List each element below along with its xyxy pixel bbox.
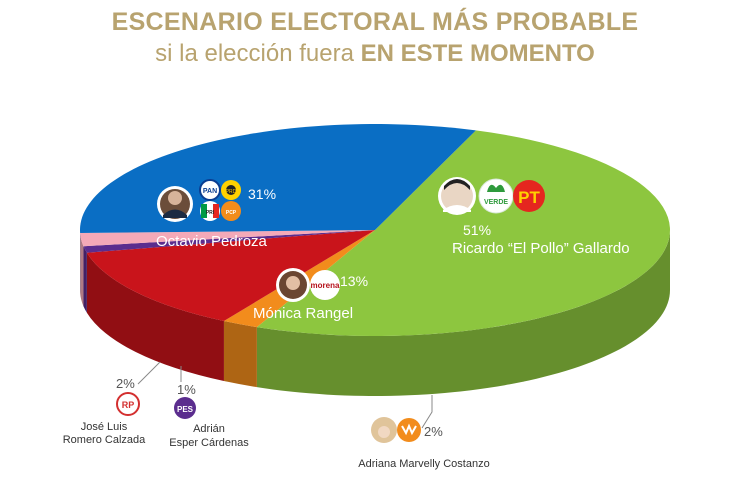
svg-text:PES: PES: [177, 405, 194, 414]
svg-text:PCP: PCP: [226, 210, 237, 216]
romero-name-line1: José Luis: [81, 421, 128, 433]
romero-percent: 2%: [116, 376, 135, 391]
pie-side-2: [86, 252, 224, 382]
romero-name-line2: Romero Calzada: [63, 434, 146, 446]
pie-top: [79, 124, 670, 336]
pie-side-1: [223, 321, 257, 388]
rangel-percent: 13%: [340, 273, 368, 289]
prd-logo: PRD: [221, 180, 241, 200]
chart-subtitle: si la elección fuera EN ESTE MOMENTO: [0, 40, 750, 68]
rangel-name: Mónica Rangel: [253, 305, 353, 322]
gallardo-photo: [438, 177, 476, 215]
subtitle-bold: EN ESTE MOMENTO: [360, 40, 595, 67]
gallardo-name: Ricardo “El Pollo” Gallardo: [452, 240, 630, 257]
svg-text:morena: morena: [311, 281, 340, 290]
esper-name-line2: Esper Cárdenas: [169, 437, 249, 449]
costanzo-percent: 2%: [424, 424, 443, 439]
svg-text:PAN: PAN: [203, 188, 217, 195]
pedroza-photo: [157, 186, 193, 222]
rp-logo: RP: [116, 392, 140, 416]
svg-text:PRI: PRI: [206, 210, 215, 216]
gallardo-percent: 51%: [463, 222, 491, 238]
pri-logo: PRI: [200, 201, 220, 221]
pedroza-percent: 31%: [248, 186, 276, 202]
verde-logo: VERDE: [478, 178, 514, 214]
pie-side-3: [83, 246, 87, 313]
svg-text:RP: RP: [122, 400, 135, 410]
pedroza-name: Octavio Pedroza: [156, 233, 268, 250]
chart-title: ESCENARIO ELECTORAL MÁS PROBABLE: [111, 8, 639, 36]
pie-slice-4: [80, 230, 375, 247]
pie-side-4: [80, 232, 84, 307]
pie-slice-3: [83, 230, 375, 253]
svg-text:VERDE: VERDE: [484, 199, 508, 206]
costanzo-photo: [371, 417, 397, 443]
pie-side-0: [256, 230, 670, 397]
esper-percent: 1%: [177, 382, 196, 397]
costanzo-leader-line: [421, 395, 433, 429]
pt-logo: PT: [513, 180, 545, 212]
pes-logo: PES: [174, 397, 196, 419]
romero-leader-line: [137, 361, 161, 385]
pie-sides: [80, 230, 670, 397]
pan-logo: PAN: [199, 179, 221, 201]
mc-logo: [397, 418, 421, 442]
pie-slice-2: [86, 230, 375, 322]
pcp-logo: PCP: [221, 201, 241, 221]
morena-logo: morena: [310, 270, 340, 300]
rangel-photo: [276, 268, 310, 302]
subtitle-plain: si la elección fuera: [155, 40, 354, 67]
esper-name-line1: Adrián: [193, 423, 225, 435]
costanzo-name: Adriana Marvelly Costanzo: [358, 458, 489, 470]
pie-slice-0: [256, 130, 670, 336]
svg-text:PRD: PRD: [226, 189, 237, 195]
svg-text:PT: PT: [518, 188, 540, 207]
